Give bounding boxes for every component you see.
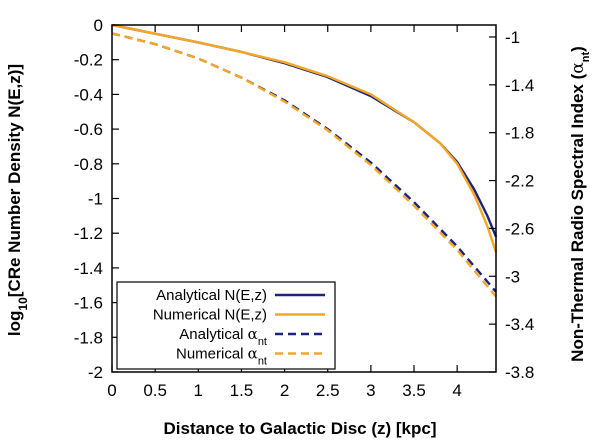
y-right-tick-label: -1.8 [505,124,534,143]
y-left-tick-label: -0.8 [74,155,103,174]
y-right-tick-label: -3.4 [505,315,534,334]
x-tick-label: 0.5 [143,381,167,400]
y-right-tick-label: -3.8 [505,363,534,382]
plot-lines [111,23,498,298]
y-left-tick-label: -0.6 [74,120,103,139]
y-left-tick-label: -1.4 [74,259,103,278]
y-right-tick-label: -2.6 [505,219,534,238]
x-axis-label: Distance to Galactic Disc (z) [kpc] [163,419,436,438]
x-tick-label: 2.5 [316,381,340,400]
y-axis-label-right: Non-Thermal Radio Spectral Index (αnt) [568,46,592,362]
y-left-tick-label: -0.4 [74,85,103,104]
x-tick-label: 3 [366,381,375,400]
series-line-1 [111,23,498,253]
series-line-0 [111,23,498,238]
legend-label: Analytical αnt [179,325,267,348]
legend-label: Analytical N(E,z) [156,287,267,304]
x-tick-label: 4 [452,381,461,400]
x-tick-label: 3.5 [402,381,426,400]
ticks: 0 0.5 1 1.5 2 2.5 3 3.5 4 0 -0.2 -0.4 -0.6 -0.8 -1 -1.2… [74,16,535,400]
legend-box [116,281,336,370]
y-left-tick-label: -1.6 [74,294,103,313]
x-tick-label: 1 [194,381,203,400]
legend: Analytical N(E,z) Numerical N(E,z)Analyti… [116,281,336,370]
series-line-3 [111,32,497,298]
y-right-tick-label: -2.2 [505,172,534,191]
y-right-tick-label: -1 [505,28,520,47]
y-left-tick-label: -1.2 [74,224,103,243]
y-right-tick-label: -1.4 [505,76,534,95]
x-tick-label: 1.5 [230,381,254,400]
x-tick-label: 2 [280,381,289,400]
legend-label: Numerical N(E,z) [153,307,267,324]
series-line-2 [111,32,497,293]
y-left-tick-label: -2 [88,363,103,382]
legend-label: Numerical αnt [176,345,267,368]
y-left-tick-label: -1.8 [74,328,103,347]
y-left-tick-label: -0.2 [74,51,103,70]
y-left-tick-label: 0 [94,16,103,35]
y-left-tick-label: -1 [88,190,103,209]
x-tick-label: 0 [107,381,116,400]
y-axis-label-left: log10[CRe Number Density N(E,z)] [5,64,30,336]
y-right-tick-label: -3 [505,267,520,286]
